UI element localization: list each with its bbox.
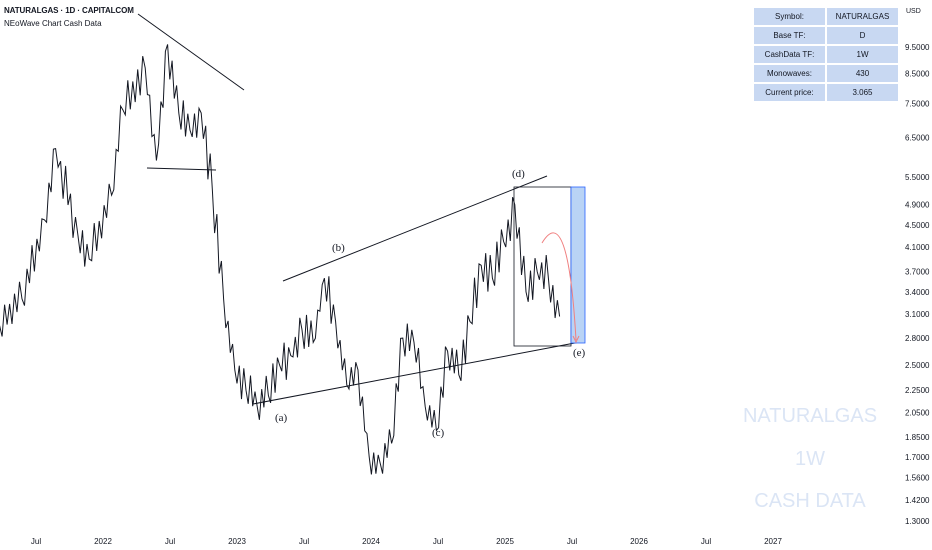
time-tick-label: 2026 [630,537,648,546]
price-tick-label: 3.4000 [905,288,930,297]
info-row: Current price: 3.065 [754,84,898,101]
wave-label-e: (e) [573,347,586,359]
time-projection-box [570,186,586,344]
support-line [146,167,217,171]
price-tick-label: 1.5600 [905,473,930,482]
time-tick-label: Jul [165,537,175,546]
time-axis[interactable]: Jul 2022 Jul 2023 Jul 2024 Jul 2025 Jul 2026 Jul 20… [31,537,783,546]
time-tick-label: 2023 [228,537,246,546]
info-row: Symbol: NATURALGAS [754,8,898,25]
price-axis[interactable]: 9.5000 8.5000 7.5000 6.5000 5.5000 4.9000 4.50… [905,43,930,526]
price-tick-label: 3.1000 [905,310,930,319]
price-tick-label: 2.0500 [905,408,930,417]
wave-label-b: (b) [332,242,345,254]
info-row: CashData TF: 1W [754,46,898,63]
time-tick-label: Jul [701,537,711,546]
watermark-timeframe: 1W [795,448,825,470]
price-tick-label: 4.9000 [905,201,930,210]
time-tick-label: Jul [567,537,577,546]
time-tick-label: Jul [433,537,443,546]
price-tick-label: 6.5000 [905,133,930,142]
price-tick-label: 2.2500 [905,386,930,395]
wave-label-c: (c) [432,427,445,439]
info-row: Base TF: D [754,27,898,44]
time-tick-label: 2022 [94,537,112,546]
time-tick-label: 2024 [362,537,380,546]
upper-triangle-line [282,175,548,282]
resistance-line [137,13,245,91]
time-tick-label: Jul [31,537,41,546]
watermark-caption: CASH DATA [754,490,866,512]
lower-triangle-line [252,341,581,405]
info-table: Symbol: NATURALGAS Base TF: D CashData TF:… [752,6,900,103]
price-tick-label: 8.5000 [905,69,930,78]
trendlines [137,13,586,405]
time-tick-label: 2025 [496,537,514,546]
time-tick-label: 2027 [764,537,782,546]
info-row: Monowaves: 430 [754,65,898,82]
price-tick-label: 1.8500 [905,433,930,442]
price-tick-label: 5.5000 [905,173,930,182]
time-tick-label: Jul [299,537,309,546]
price-tick-label: 1.4200 [905,496,930,505]
price-tick-label: 4.1000 [905,243,930,252]
price-line [0,44,561,475]
indicator-name[interactable]: NEoWave Chart Cash Data [4,19,102,28]
price-tick-label: 1.7000 [905,453,930,462]
wave-label-d: (d) [512,168,525,180]
wave-labels: (a) (b) (c) (d) (e) [275,168,586,439]
watermark-symbol: NATURALGAS [742,405,878,427]
wave-label-a: (a) [275,412,288,424]
price-tick-label: 1.3000 [905,517,930,526]
price-tick-label: 9.5000 [905,43,930,52]
price-tick-label: 3.7000 [905,268,930,277]
forecast-curve [541,232,577,341]
forecast-arrowhead [572,335,580,344]
price-tick-label: 7.5000 [905,99,930,108]
price-tick-label: 2.5000 [905,361,930,370]
price-tick-label: 2.8000 [905,334,930,343]
currency-label: USD [906,8,921,15]
price-tick-label: 4.5000 [905,221,930,230]
symbol-header[interactable]: NATURALGAS · 1D · CAPITALCOM [4,6,134,15]
